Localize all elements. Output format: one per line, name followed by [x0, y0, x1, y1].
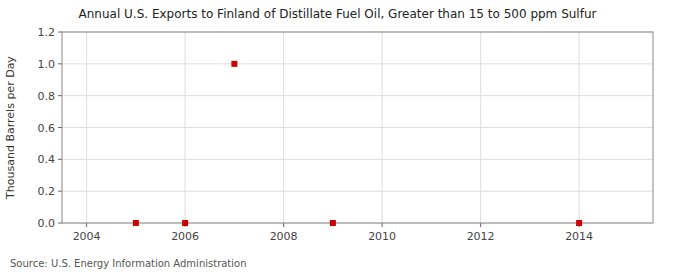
y-tick-label: 0.0: [38, 217, 56, 230]
chart-container: Annual U.S. Exports to Finland of Distil…: [0, 0, 675, 275]
y-tick: [58, 127, 62, 128]
y-grid-line: [62, 159, 653, 160]
axes: 0.0 0.2 0.4 0.6 0.8 1.0 1.2 2004 2006 2008 2010 201…: [38, 26, 654, 243]
y-tick: [58, 32, 62, 33]
x-tick: [382, 223, 383, 227]
x-grid-line: [480, 32, 481, 223]
x-tick-label: 2010: [368, 230, 396, 243]
x-tick-label: 2012: [467, 230, 495, 243]
y-tick: [58, 63, 62, 64]
y-grid-line: [62, 63, 653, 64]
y-tick: [58, 159, 62, 160]
data-point: [576, 220, 582, 226]
y-tick-label: 1.2: [38, 26, 56, 39]
y-tick: [58, 95, 62, 96]
x-grid-line: [86, 32, 87, 223]
y-tick: [58, 223, 62, 224]
y-tick-label: 1.0: [38, 58, 56, 71]
y-tick-label: 0.8: [38, 90, 56, 103]
x-tick-label: 2004: [73, 230, 101, 243]
y-grid-line: [62, 127, 653, 128]
data-point: [330, 220, 336, 226]
chart-svg: Annual U.S. Exports to Finland of Distil…: [0, 0, 675, 275]
x-tick-label: 2006: [171, 230, 199, 243]
data-point: [133, 220, 139, 226]
x-tick: [86, 223, 87, 227]
data-point: [231, 61, 237, 67]
x-tick: [283, 223, 284, 227]
x-tick-label: 2008: [270, 230, 298, 243]
y-tick: [58, 191, 62, 192]
grid: [62, 32, 653, 223]
y-axis-label: Thousand Barrels per Day: [4, 56, 17, 200]
y-tick-label: 0.2: [38, 185, 56, 198]
chart-title: Annual U.S. Exports to Finland of Distil…: [79, 7, 597, 21]
y-grid-line: [62, 191, 653, 192]
points: [133, 61, 582, 226]
data-point: [182, 220, 188, 226]
x-grid-line: [382, 32, 383, 223]
y-tick-label: 0.4: [38, 153, 56, 166]
source-note: Source: U.S. Energy Information Administ…: [10, 258, 247, 269]
x-grid-line: [185, 32, 186, 223]
x-grid-line: [283, 32, 284, 223]
x-grid-line: [579, 32, 580, 223]
x-tick-label: 2014: [565, 230, 593, 243]
x-tick: [480, 223, 481, 227]
plot-frame: [62, 32, 653, 223]
y-grid-line: [62, 95, 653, 96]
y-tick-label: 0.6: [38, 122, 56, 135]
